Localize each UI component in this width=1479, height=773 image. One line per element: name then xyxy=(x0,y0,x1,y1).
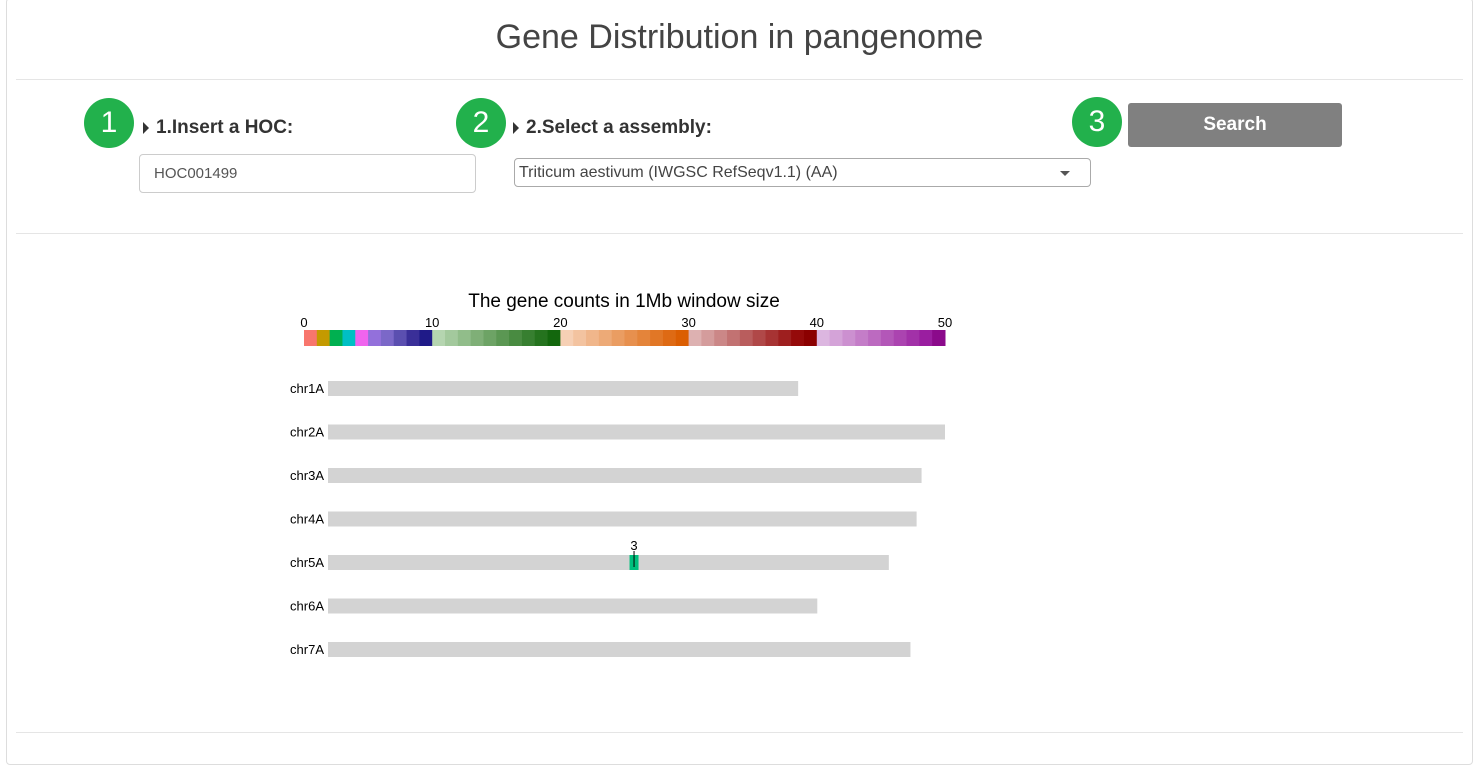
assembly-label: 2.Select a assembly: xyxy=(526,117,712,138)
colorbar-cell xyxy=(662,330,677,346)
step-2-badge: 2 xyxy=(456,98,506,148)
colorbar-cell xyxy=(727,330,741,346)
assembly-select[interactable]: Triticum aestivum (IWGSC RefSeqv1.1) (AA… xyxy=(514,158,1091,187)
colorbar-tick-label: 20 xyxy=(553,315,567,330)
colorbar-cell xyxy=(675,330,690,346)
colorbar-cell xyxy=(342,330,356,346)
colorbar-cell xyxy=(868,330,882,346)
main-panel xyxy=(6,0,1473,765)
chromosome-label: chr5A xyxy=(290,555,324,570)
chromosome-label: chr7A xyxy=(290,642,324,657)
step-1-badge: 1 xyxy=(84,98,134,148)
colorbar-cell xyxy=(509,330,523,346)
colorbar-cell xyxy=(355,330,369,346)
step-3-badge: 3 xyxy=(1072,97,1122,147)
colorbar-cell xyxy=(547,330,561,346)
colorbar-cell xyxy=(598,330,613,346)
colorbar-cell xyxy=(842,330,856,346)
page-title: Gene Distribution in pangenome xyxy=(495,18,984,56)
chromosome-bar xyxy=(328,468,922,483)
colorbar-cell xyxy=(829,330,843,346)
search-button[interactable]: Search xyxy=(1128,103,1342,147)
colorbar-cell xyxy=(714,330,728,346)
header-divider xyxy=(16,79,1463,80)
colorbar-cell xyxy=(688,330,702,346)
colorbar-tick-label: 0 xyxy=(300,315,307,330)
colorbar-cell xyxy=(445,330,459,346)
colorbar-cell xyxy=(906,330,920,346)
chromosome-bar xyxy=(328,642,911,657)
colorbar-tick-label: 50 xyxy=(938,315,952,330)
colorbar-cell xyxy=(650,330,664,346)
colorbar-cell xyxy=(701,330,715,346)
colorbar-cell xyxy=(534,330,549,346)
colorbar-cell xyxy=(304,330,318,346)
colorbar-cell xyxy=(611,330,625,346)
colorbar-tick-label: 30 xyxy=(681,315,695,330)
colorbar-cell xyxy=(932,330,946,346)
chromosome-label: chr6A xyxy=(290,599,324,614)
colorbar-cell xyxy=(406,330,420,346)
colorbar-cell xyxy=(893,330,908,346)
colorbar-cell xyxy=(521,330,536,346)
step-2-label: 2.Select a assembly: xyxy=(513,117,712,139)
colorbar-cell xyxy=(496,330,510,346)
step-1-label: 1.Insert a HOC: xyxy=(143,117,293,139)
form-divider xyxy=(16,233,1463,234)
caret-right-icon xyxy=(143,122,149,134)
chromosome-bar xyxy=(328,511,917,527)
colorbar-cell xyxy=(880,330,895,346)
colorbar-cell xyxy=(637,330,651,346)
colorbar-cell xyxy=(432,330,446,346)
chromosome-bar xyxy=(328,424,945,440)
chromosome-bar xyxy=(328,598,818,614)
footer-divider xyxy=(16,732,1463,733)
colorbar-cell xyxy=(816,330,831,346)
colorbar-cell xyxy=(919,330,933,346)
colorbar-cell xyxy=(791,330,805,346)
colorbar-cell xyxy=(752,330,767,346)
colorbar-cell xyxy=(368,330,382,346)
chromosome-label: chr4A xyxy=(290,512,324,527)
gene-hit-count-label: 3 xyxy=(630,538,637,553)
hoc-label: 1.Insert a HOC: xyxy=(156,117,294,138)
colorbar-cell xyxy=(316,330,331,346)
chromosome-bar xyxy=(328,555,889,570)
chromosome-label: chr2A xyxy=(290,425,324,440)
chromosome-bar xyxy=(328,381,799,396)
colorbar-cell xyxy=(483,330,497,346)
colorbar-tick-label: 10 xyxy=(425,315,439,330)
chromosome-label: chr1A xyxy=(290,381,324,396)
colorbar-cell xyxy=(329,330,343,346)
colorbar-cell xyxy=(739,330,754,346)
colorbar-cell xyxy=(393,330,408,346)
dropdown-arrow-icon xyxy=(1060,171,1070,176)
assembly-selected-value: Triticum aestivum (IWGSC RefSeqv1.1) (AA… xyxy=(519,163,838,181)
colorbar-cell xyxy=(803,330,818,346)
colorbar-tick-label: 40 xyxy=(810,315,824,330)
colorbar-cell xyxy=(419,330,433,346)
colorbar-cell xyxy=(573,330,587,346)
chromosome-label: chr3A xyxy=(290,468,324,483)
colorbar-cell xyxy=(778,330,792,346)
colorbar-cell xyxy=(586,330,600,346)
chart-title: The gene counts in 1Mb window size xyxy=(468,291,780,312)
colorbar-cell xyxy=(855,330,869,346)
colorbar-cell xyxy=(560,330,574,346)
hoc-input[interactable] xyxy=(139,154,476,193)
colorbar-cell xyxy=(624,330,638,346)
colorbar-cell xyxy=(457,330,472,346)
colorbar-cell xyxy=(765,330,779,346)
caret-right-icon xyxy=(513,122,519,134)
colorbar-cell xyxy=(470,330,484,346)
colorbar-cell xyxy=(380,330,395,346)
